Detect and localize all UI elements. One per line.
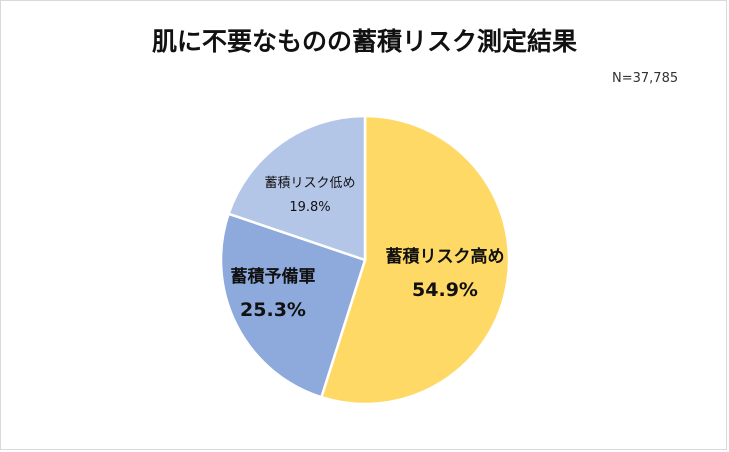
slice-label-reserve-value: 25.3% — [240, 299, 306, 321]
pie-slices — [219, 114, 511, 406]
pie-slice-reserve — [219, 212, 367, 399]
slice-label-high-risk: 蓄積リスク高め 54.9% — [370, 242, 520, 301]
chart-title: 肌に不要なものの蓄積リスク測定結果 — [151, 27, 577, 56]
slice-label-reserve: 蓄積予備軍 25.3% — [218, 262, 328, 321]
slice-label-reserve-name: 蓄積予備軍 — [230, 267, 316, 287]
slice-label-low-risk-name: 蓄積リスク低め — [264, 176, 356, 191]
slice-label-low-risk: 蓄積リスク低め 19.8% — [250, 172, 370, 215]
sample-size-label: N=37,785 — [612, 71, 679, 86]
slice-label-high-risk-value: 54.9% — [412, 279, 478, 301]
pie-slice-low-risk — [227, 114, 367, 262]
pie-slice-high-risk — [319, 114, 511, 406]
slice-label-low-risk-value: 19.8% — [289, 200, 331, 215]
slice-label-high-risk-name: 蓄積リスク高め — [385, 247, 505, 267]
